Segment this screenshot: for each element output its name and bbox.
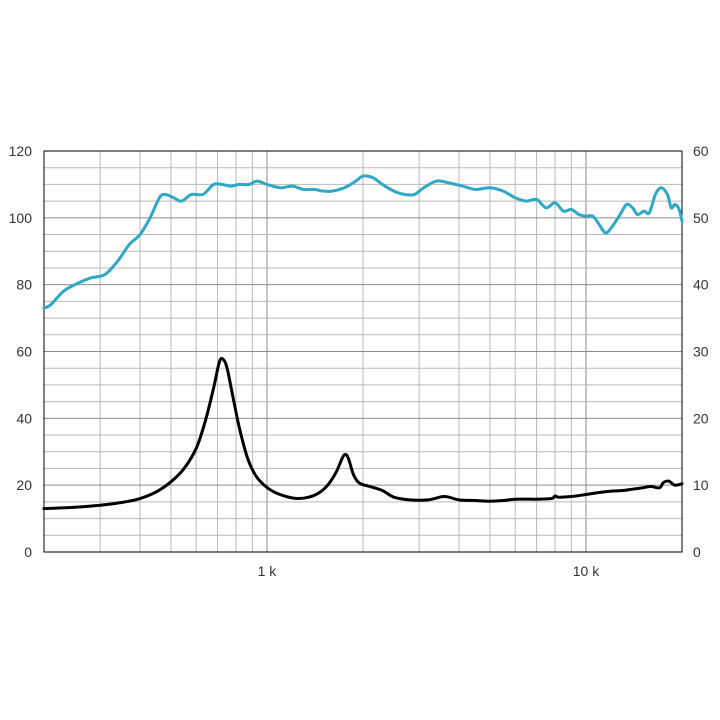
x-axis: 1 k 10 k: [258, 563, 601, 579]
y-left-tick-label: 0: [24, 544, 32, 560]
grid: [44, 151, 682, 552]
plot-frame: [43, 150, 683, 553]
y-left-tick-label: 100: [9, 210, 33, 226]
x-tick-label: 10 k: [573, 563, 600, 579]
y-left-tick-label: 120: [9, 143, 33, 159]
y-left-tick-label: 60: [16, 344, 32, 360]
y-right-tick-label: 0: [693, 544, 701, 560]
x-tick-label: 1 k: [258, 563, 278, 579]
series-layer: [42, 174, 684, 511]
y-right-tick-label: 30: [693, 344, 709, 360]
y-left-tick-label: 80: [16, 277, 32, 293]
y-left-tick-label: 20: [16, 477, 32, 493]
series-line-left-axis: [42, 174, 684, 310]
y-left-tick-label: 40: [16, 410, 32, 426]
y-right-tick-label: 40: [693, 277, 709, 293]
y-right-tick-label: 50: [693, 210, 709, 226]
series-line-right-axis: [42, 356, 684, 511]
y-right-tick-label: 10: [693, 477, 709, 493]
y-axis-right: 0 10 20 30 40 50 60: [693, 143, 709, 560]
y-axis-left: 0 20 40 60 80 100 120: [9, 143, 33, 560]
y-right-tick-label: 60: [693, 143, 709, 159]
y-right-tick-label: 20: [693, 410, 709, 426]
